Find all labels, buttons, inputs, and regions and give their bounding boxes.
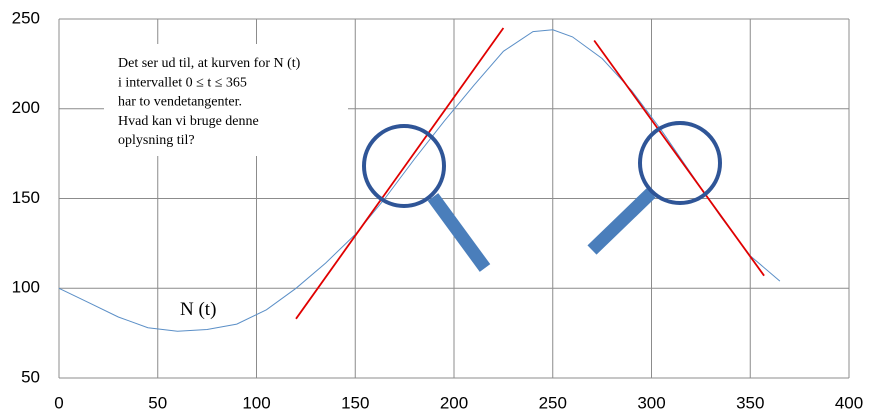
grid [58,18,850,379]
y-tick-label: 50 [21,367,40,386]
y-tick-label: 200 [12,98,40,117]
curve [58,29,781,332]
annotation-box [104,44,348,156]
x-tick-label: 250 [539,393,567,412]
annotation-line: har to vendetangenter. [118,95,242,110]
magnifier-lens [638,121,722,205]
tangent-line [593,39,765,277]
x-tick-label: 200 [440,393,468,412]
tangent-line [295,27,505,320]
magnifier [587,121,722,255]
x-tick-label: 350 [736,393,764,412]
x-tick-label: 400 [835,393,863,412]
magnifier [362,124,491,272]
magnifier-handle [587,188,656,255]
annotation-line: oplysning til? [118,133,195,148]
annotation-line: Hvad kan vi bruge denne [118,114,259,129]
plot [58,27,781,332]
curve-label: N (t) [180,299,216,320]
x-tick-label: 50 [148,393,167,412]
annotation-line: i intervallet 0 ≤ t ≤ 365 [118,75,247,90]
x-tick-label: 0 [54,393,63,412]
x-tick-label: 300 [637,393,665,412]
annotation-line: Det ser ud til, at kurven for N (t) [118,56,301,71]
magnifier-handle [427,193,491,272]
magnifier-lens [362,124,446,208]
y-tick-label: 250 [12,8,40,27]
y-tick-label: 100 [12,278,40,297]
y-tick-label: 150 [12,188,40,207]
x-tick-label: 100 [242,393,270,412]
x-tick-label: 150 [341,393,369,412]
